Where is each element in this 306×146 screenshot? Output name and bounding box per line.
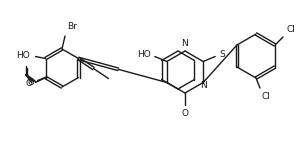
Text: N: N: [200, 80, 207, 89]
Text: Cl: Cl: [261, 92, 270, 101]
Text: O: O: [181, 109, 188, 118]
Text: Cl: Cl: [286, 25, 295, 34]
Text: N: N: [182, 39, 188, 48]
Text: HO: HO: [137, 50, 151, 59]
Text: Br: Br: [67, 22, 77, 31]
Text: O: O: [28, 78, 35, 87]
Text: S: S: [219, 50, 225, 59]
Text: HO: HO: [16, 51, 30, 60]
Text: O: O: [25, 79, 32, 88]
